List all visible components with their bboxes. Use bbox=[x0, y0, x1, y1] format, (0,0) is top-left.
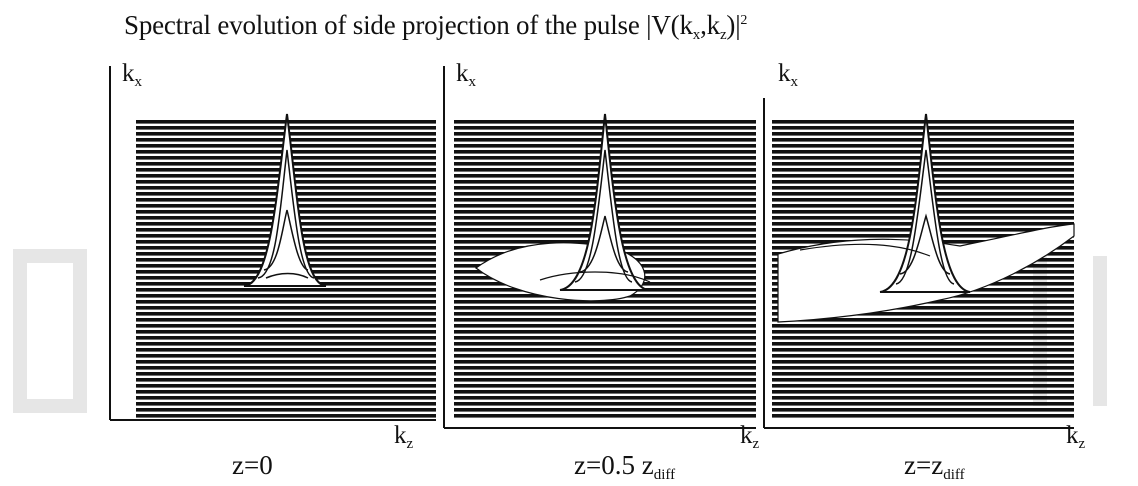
panel-1-y-label: kx bbox=[122, 60, 142, 90]
panel-3-y-label: kx bbox=[778, 60, 798, 90]
panel-1-x-label: kz bbox=[394, 422, 414, 452]
panel-1 bbox=[109, 66, 436, 421]
panel-3-caption: z=zdiff bbox=[904, 450, 965, 483]
panel-2-x-label: kz bbox=[740, 422, 760, 452]
figure-title: Spectral evolution of side projection of… bbox=[124, 10, 748, 43]
panel-1-caption: z=0 bbox=[232, 450, 273, 480]
panel-3 bbox=[763, 98, 1075, 429]
panel-2 bbox=[443, 66, 756, 429]
panel-2-caption: z=0.5 zdiff bbox=[574, 450, 676, 483]
panel-3-x-label: kz bbox=[1066, 422, 1086, 452]
panel-2-y-label: kx bbox=[456, 60, 476, 90]
